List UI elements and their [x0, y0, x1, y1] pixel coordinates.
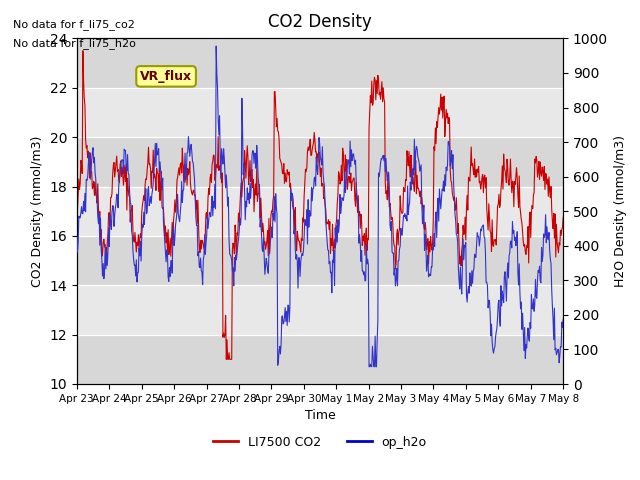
Bar — [77, 335, 563, 384]
Bar — [77, 137, 563, 187]
Text: VR_flux: VR_flux — [140, 70, 192, 83]
Text: No data for f_li75_h2o: No data for f_li75_h2o — [13, 38, 136, 49]
Y-axis label: H2O Density (mmol/m3): H2O Density (mmol/m3) — [614, 135, 627, 287]
Text: No data for f_li75_co2: No data for f_li75_co2 — [13, 19, 134, 30]
Title: CO2 Density: CO2 Density — [268, 13, 372, 31]
Bar — [77, 38, 563, 88]
Legend: LI7500 CO2, op_h2o: LI7500 CO2, op_h2o — [209, 431, 431, 454]
Bar — [77, 236, 563, 285]
Y-axis label: CO2 Density (mmol/m3): CO2 Density (mmol/m3) — [31, 135, 44, 287]
X-axis label: Time: Time — [305, 409, 335, 422]
